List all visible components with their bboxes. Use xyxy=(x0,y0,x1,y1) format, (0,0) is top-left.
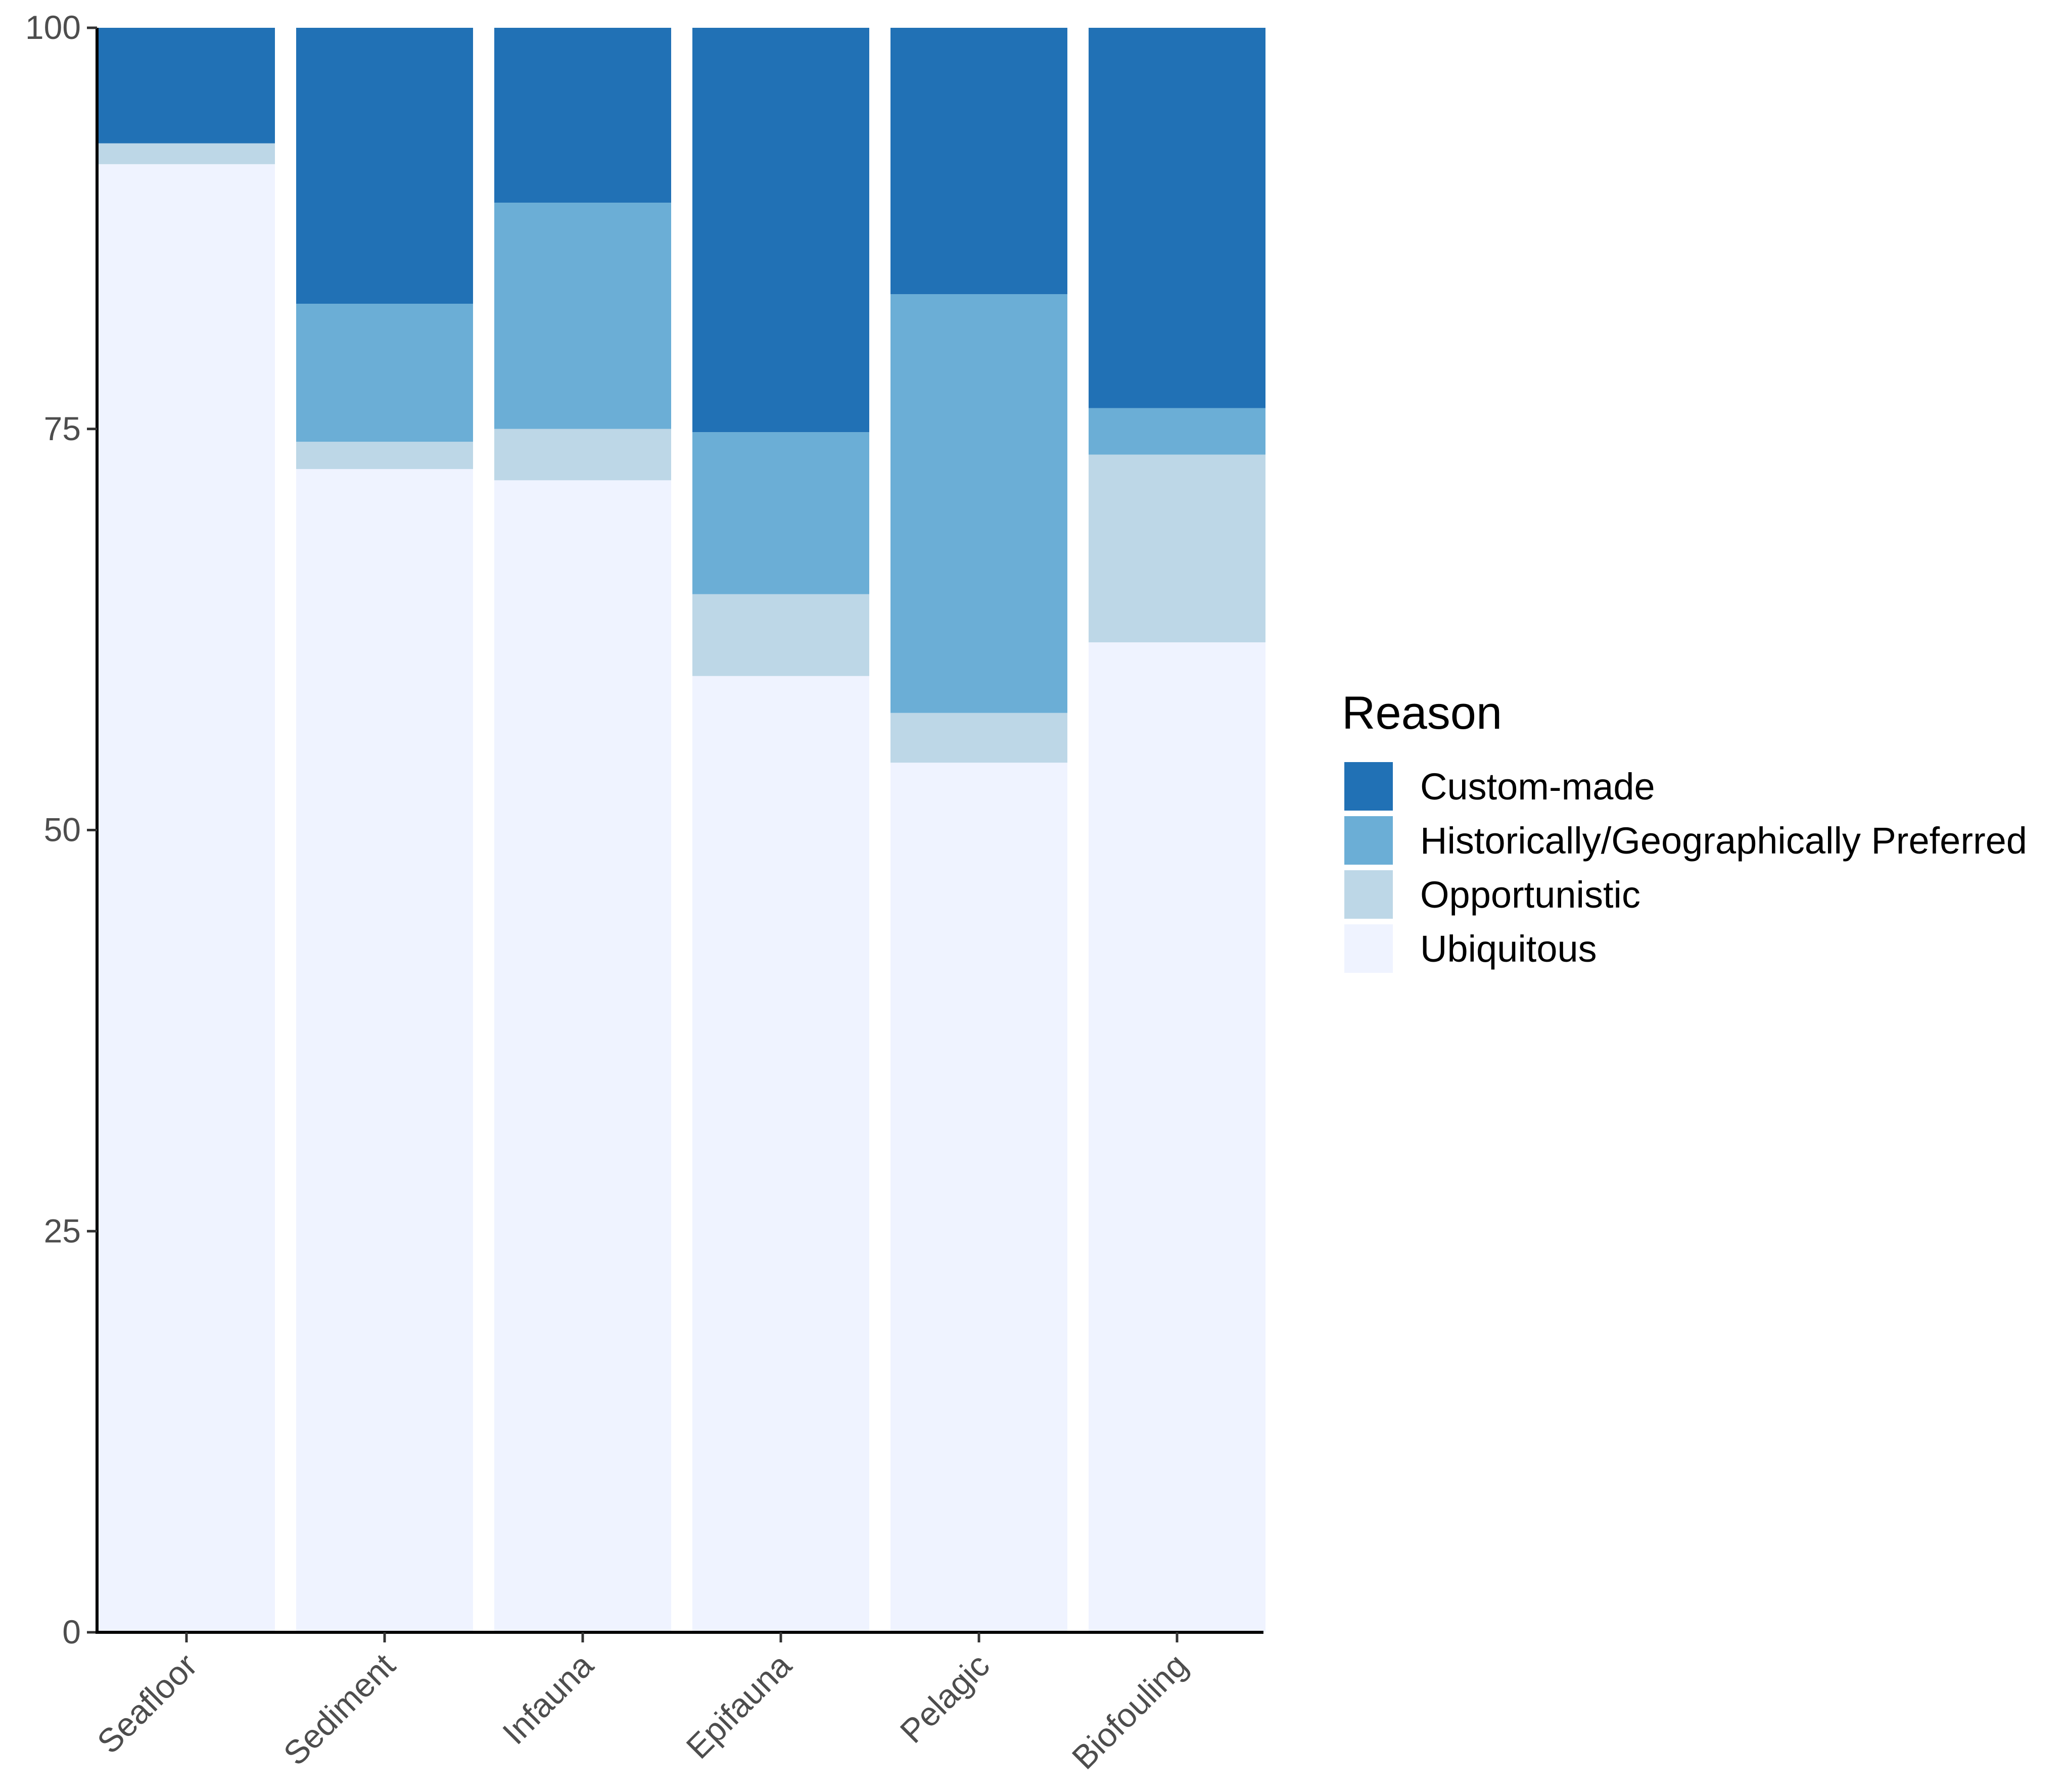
bar-segment-pelagic-opportunistic xyxy=(890,713,1067,763)
bar-segment-epifauna-ubiquitous xyxy=(692,676,869,1632)
legend: Reason Custom-made Historically/Geographi… xyxy=(1342,687,2027,973)
bar-segment-infauna-ubiquitous xyxy=(494,480,671,1632)
bar-segment-sediment-opportunistic xyxy=(296,442,473,469)
y-tick-label-0: 0 xyxy=(62,1613,81,1650)
bar-segment-infauna-custom-made xyxy=(494,28,671,203)
legend-label-custom-made: Custom-made xyxy=(1420,766,1655,808)
bar-segment-epifauna-custom-made xyxy=(692,28,869,433)
legend-title: Reason xyxy=(1342,687,1502,739)
legend-key-custom-made xyxy=(1344,762,1393,811)
legend-key-ubiquitous xyxy=(1344,924,1393,973)
legend-key-opportunistic xyxy=(1344,870,1393,919)
x-tick-label-epifauna: Epifauna xyxy=(679,1646,799,1766)
bar-segment-sediment-historically-geographically-preferred xyxy=(296,304,473,442)
bar-segment-infauna-opportunistic xyxy=(494,429,671,481)
bar-segment-seafloor-ubiquitous xyxy=(98,164,275,1632)
y-tick-label-25: 25 xyxy=(44,1212,81,1249)
x-tick-label-infauna: Infauna xyxy=(495,1646,600,1751)
x-tick-label-sediment: Sediment xyxy=(276,1646,402,1772)
bar-segment-epifauna-historically-geographically-preferred xyxy=(692,432,869,594)
bar-segment-epifauna-opportunistic xyxy=(692,594,869,676)
bar-segment-biofouling-historically-geographically-preferred xyxy=(1089,408,1265,455)
bar-segment-seafloor-custom-made xyxy=(98,28,275,144)
bar-segment-biofouling-opportunistic xyxy=(1089,454,1265,643)
bar-segment-infauna-historically-geographically-preferred xyxy=(494,203,671,429)
y-axis: 0 25 50 75 100 xyxy=(25,9,99,1650)
bar-segment-seafloor-opportunistic xyxy=(98,143,275,164)
plot-bars xyxy=(98,28,1265,1632)
legend-key-historically-geographically-preferred xyxy=(1344,816,1393,865)
legend-label-historically-geographically-preferred: Historically/Geographically Preferred xyxy=(1420,820,2027,862)
legend-label-opportunistic: Opportunistic xyxy=(1420,874,1640,916)
bar-segment-pelagic-historically-geographically-preferred xyxy=(890,294,1067,713)
bar-segment-biofouling-ubiquitous xyxy=(1089,642,1265,1632)
legend-label-ubiquitous: Ubiquitous xyxy=(1420,928,1597,970)
y-tick-label-100: 100 xyxy=(25,9,81,46)
bar-segment-pelagic-ubiquitous xyxy=(890,763,1067,1632)
bar-segment-sediment-custom-made xyxy=(296,28,473,304)
bar-segment-biofouling-custom-made xyxy=(1089,28,1265,408)
x-tick-label-biofouling: Biofouling xyxy=(1065,1646,1195,1776)
legend-items: Custom-made Historically/Geographically P… xyxy=(1344,762,2027,973)
x-tick-label-seafloor: Seafloor xyxy=(90,1646,204,1761)
x-tick-label-pelagic: Pelagic xyxy=(893,1646,997,1750)
x-axis: Seafloor Sediment Infauna Epifauna Pelagic Bi… xyxy=(90,1631,1263,1776)
y-tick-label-50: 50 xyxy=(44,811,81,848)
bar-segment-pelagic-custom-made xyxy=(890,28,1067,295)
bar-segment-sediment-ubiquitous xyxy=(296,469,473,1632)
y-tick-label-75: 75 xyxy=(44,410,81,447)
